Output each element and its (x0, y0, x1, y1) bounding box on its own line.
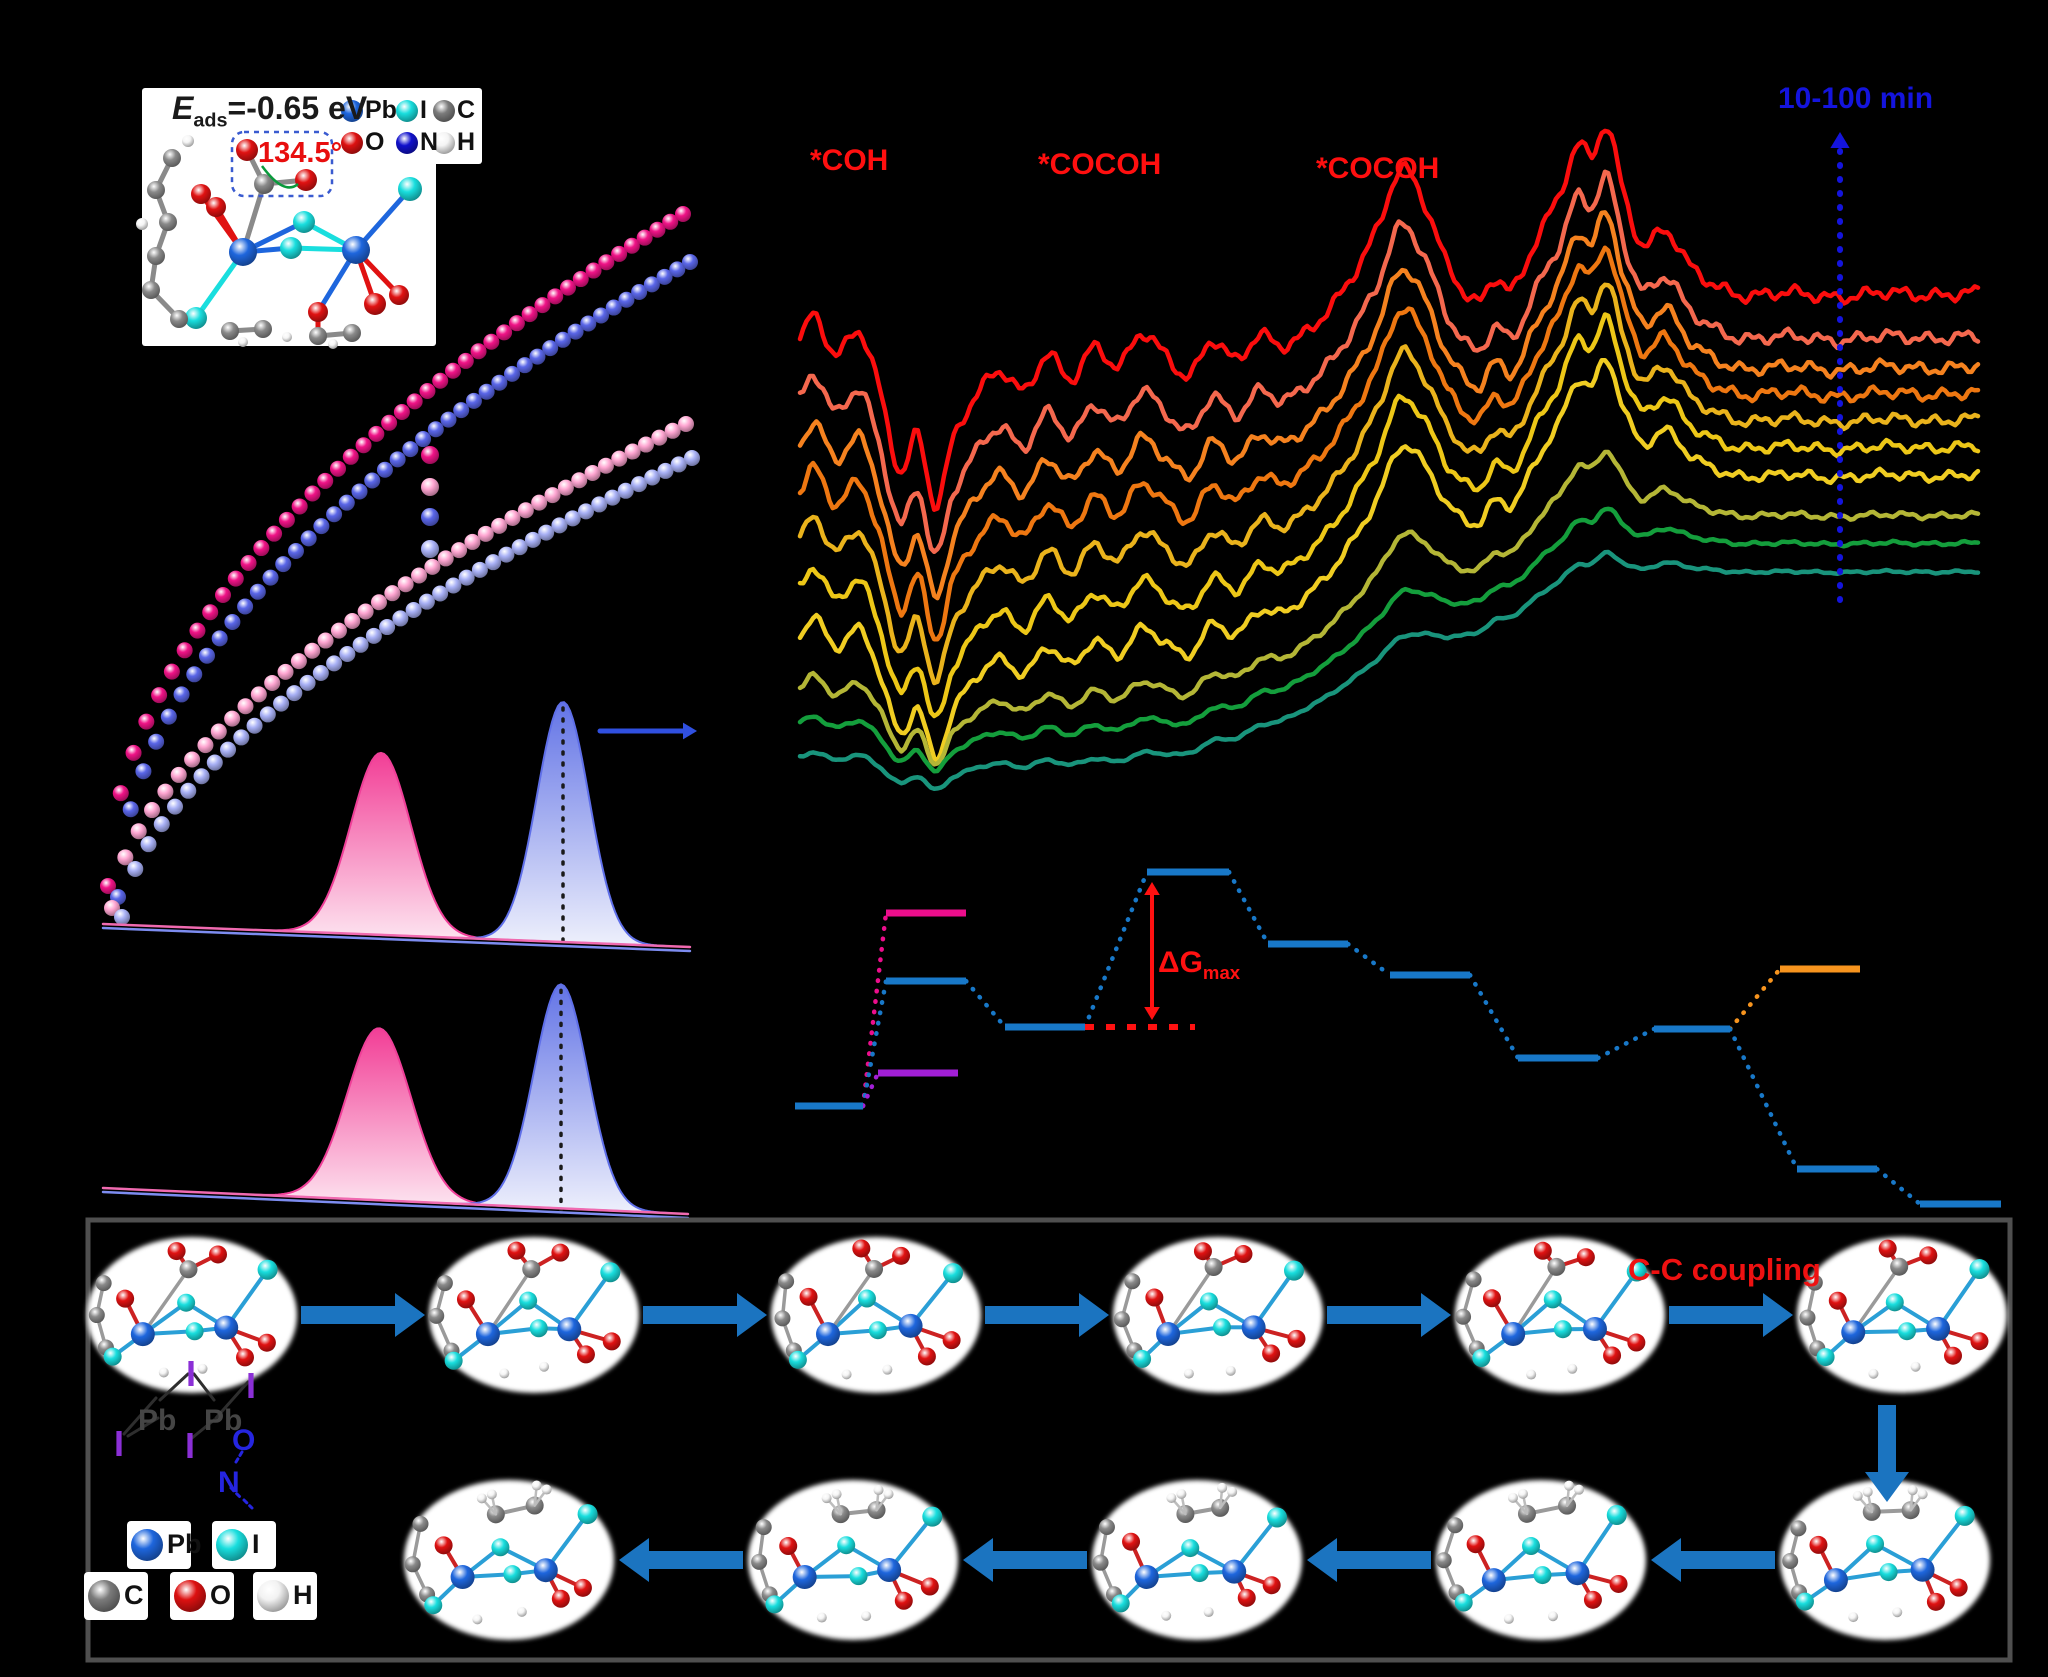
eads-value: =-0.65 eV (227, 90, 368, 126)
spectrum-curve-5 (797, 312, 1981, 719)
pathway-structure-4 (1113, 1237, 1323, 1393)
species-label-cocoh-1: *COCOH (1038, 148, 1162, 181)
pathway-legend-label-c: C (124, 1580, 144, 1610)
sketch-iodine-label-0: I (186, 1353, 197, 1394)
scatter-legend-markers (421, 446, 439, 558)
dgmax-subscript: max (1202, 962, 1241, 983)
eads-symbol: E (172, 90, 194, 126)
inset-atom-legend (341, 100, 455, 154)
atom-legend-label-pb: Pb (365, 96, 397, 124)
spectrum-curve-9 (797, 549, 1981, 791)
species-label-coh: *COH (810, 144, 889, 177)
pathway-legend-label-i: I (252, 1529, 260, 1559)
sketch-oxygen-label: O (232, 1424, 256, 1457)
peak-blue-0 (458, 701, 668, 948)
pathway-structure-1 (87, 1237, 297, 1393)
atom-legend-label-i: I (420, 96, 427, 124)
species-label-cocoh-2: *COCOH (1316, 152, 1440, 185)
spectrum-curve-0 (797, 128, 1981, 512)
scatter-series-periwinkle (114, 450, 700, 925)
scatter-series-magenta (100, 206, 691, 894)
pathway-structure-14 (1780, 1480, 1990, 1640)
sketch-iodine-label-2: I (114, 1423, 125, 1464)
dgmax-prefix: ΔG (1158, 946, 1203, 979)
pathway-legend-label-pb: Pb (167, 1529, 202, 1559)
atom-legend-label-c: C (457, 96, 476, 124)
pathway-structure-12 (1092, 1480, 1302, 1640)
pathway-structure-3 (771, 1237, 981, 1393)
panel-d (795, 868, 2001, 1208)
spectrum-curve-2 (797, 210, 1981, 601)
pathway-legend-label-h: H (293, 1580, 313, 1610)
scatter-series-blue (110, 254, 698, 905)
sketch-iodine-label-3: I (185, 1425, 196, 1466)
peak-pink-1 (250, 1027, 508, 1207)
pathway-structure-5 (1455, 1237, 1665, 1393)
time-range-label: 10-100 min (1778, 82, 1934, 115)
eads-subscript: ads (193, 109, 228, 132)
sketch-pb-label-0: Pb (138, 1404, 177, 1437)
sketch-pb-label-1: Pb (204, 1404, 243, 1437)
panel-a (100, 88, 700, 925)
pathway-structure-10 (404, 1480, 614, 1640)
atom-legend-label-h: H (457, 128, 476, 156)
panel-b (797, 128, 1981, 791)
sketch-nitrogen-label: N (218, 1466, 240, 1499)
pathway-structure-2 (428, 1237, 639, 1393)
cc-coupling-label: C-C coupling (1628, 1252, 1821, 1287)
spectrum-curve-6 (797, 357, 1981, 764)
pbi-dmf-sketch (122, 1372, 254, 1510)
gibbs-energy-max-label: ΔGmax (1158, 948, 1240, 983)
adsorption-energy-label: Eads=-0.65 eV (172, 92, 367, 131)
spectrum-curve-7 (797, 449, 1981, 767)
panel-e (84, 1217, 2013, 1663)
pathway-structure-6 (1797, 1237, 2007, 1393)
atom-legend-label-n: N (420, 128, 439, 156)
bond-angle-label: 134.5° (258, 137, 343, 169)
sketch-iodine-label-1: I (246, 1365, 257, 1406)
pathway-structure-11 (748, 1480, 958, 1640)
scatter-series-lightpink (104, 416, 694, 916)
panel-c (101, 701, 697, 1220)
pathway-structure-13 (1435, 1480, 1646, 1640)
pathway-legend-label-o: O (210, 1580, 232, 1610)
inset-molecule (136, 135, 422, 349)
spectrum-curve-1 (797, 169, 1981, 555)
peak-pink-0 (260, 751, 502, 941)
spectrum-curve-4 (797, 282, 1981, 686)
spectrum-curve-3 (797, 245, 1981, 642)
spectrum-curve-8 (797, 506, 1981, 774)
atom-legend-label-o: O (365, 128, 385, 156)
pathway-atom-legend (84, 1521, 317, 1620)
